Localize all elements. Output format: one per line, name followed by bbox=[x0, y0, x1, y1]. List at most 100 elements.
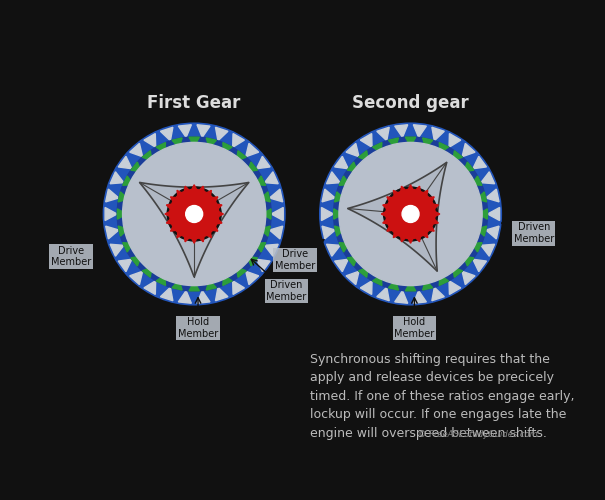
Polygon shape bbox=[471, 242, 482, 252]
Polygon shape bbox=[233, 280, 244, 294]
Text: Drive
Member: Drive Member bbox=[275, 250, 315, 271]
Polygon shape bbox=[423, 190, 428, 196]
Polygon shape bbox=[271, 208, 283, 220]
Polygon shape bbox=[359, 150, 368, 161]
Polygon shape bbox=[473, 260, 486, 272]
Text: Hold
Member: Hold Member bbox=[394, 317, 434, 339]
Polygon shape bbox=[405, 282, 416, 291]
Polygon shape bbox=[408, 238, 413, 244]
Circle shape bbox=[123, 142, 266, 286]
Polygon shape bbox=[453, 267, 462, 278]
Polygon shape bbox=[453, 150, 462, 161]
Polygon shape bbox=[327, 172, 340, 184]
Circle shape bbox=[103, 123, 285, 305]
Polygon shape bbox=[361, 280, 372, 294]
Circle shape bbox=[117, 137, 271, 291]
Polygon shape bbox=[200, 236, 204, 242]
Polygon shape bbox=[462, 144, 475, 157]
Polygon shape bbox=[429, 197, 434, 202]
Polygon shape bbox=[257, 260, 270, 272]
Text: Second gear: Second gear bbox=[352, 94, 469, 112]
Polygon shape bbox=[129, 144, 143, 157]
Polygon shape bbox=[247, 256, 258, 266]
Polygon shape bbox=[473, 156, 486, 168]
Polygon shape bbox=[462, 271, 475, 284]
Polygon shape bbox=[429, 226, 434, 231]
Polygon shape bbox=[413, 124, 427, 138]
Polygon shape bbox=[347, 162, 358, 172]
Polygon shape bbox=[206, 138, 217, 148]
Polygon shape bbox=[219, 212, 223, 216]
Polygon shape bbox=[373, 142, 382, 153]
Polygon shape bbox=[387, 226, 392, 231]
Polygon shape bbox=[401, 186, 405, 192]
Polygon shape bbox=[257, 156, 270, 168]
Polygon shape bbox=[322, 189, 335, 202]
Polygon shape bbox=[393, 232, 398, 237]
Polygon shape bbox=[339, 242, 350, 252]
Polygon shape bbox=[144, 134, 155, 147]
Polygon shape bbox=[432, 287, 444, 300]
Text: Hold
Member: Hold Member bbox=[178, 317, 218, 339]
Polygon shape bbox=[387, 197, 392, 202]
Polygon shape bbox=[394, 290, 408, 304]
Polygon shape bbox=[416, 186, 420, 192]
Polygon shape bbox=[439, 142, 448, 153]
Polygon shape bbox=[413, 290, 427, 304]
Polygon shape bbox=[383, 220, 388, 224]
Polygon shape bbox=[171, 197, 175, 202]
Polygon shape bbox=[215, 128, 228, 141]
Polygon shape bbox=[432, 128, 444, 141]
Polygon shape bbox=[381, 212, 386, 216]
Polygon shape bbox=[335, 192, 344, 202]
Polygon shape bbox=[393, 190, 398, 196]
Polygon shape bbox=[118, 226, 128, 236]
Polygon shape bbox=[346, 144, 359, 157]
Polygon shape bbox=[335, 226, 344, 236]
Polygon shape bbox=[185, 236, 189, 242]
Text: First Gear: First Gear bbox=[148, 94, 241, 112]
Polygon shape bbox=[207, 190, 211, 196]
Circle shape bbox=[169, 190, 219, 238]
Polygon shape bbox=[383, 204, 388, 208]
Polygon shape bbox=[166, 220, 172, 224]
Polygon shape bbox=[408, 184, 413, 190]
Polygon shape bbox=[110, 172, 124, 184]
Polygon shape bbox=[206, 280, 217, 290]
Polygon shape bbox=[213, 197, 218, 202]
Polygon shape bbox=[156, 142, 166, 153]
Polygon shape bbox=[172, 280, 182, 290]
Polygon shape bbox=[260, 226, 270, 236]
Polygon shape bbox=[197, 290, 210, 304]
Polygon shape bbox=[118, 192, 128, 202]
Circle shape bbox=[319, 123, 502, 305]
Polygon shape bbox=[481, 244, 494, 256]
Polygon shape bbox=[481, 172, 494, 184]
Circle shape bbox=[384, 187, 437, 241]
Polygon shape bbox=[178, 124, 191, 138]
Polygon shape bbox=[223, 142, 232, 153]
Polygon shape bbox=[423, 138, 433, 148]
Circle shape bbox=[402, 206, 419, 222]
Polygon shape bbox=[131, 162, 141, 172]
Polygon shape bbox=[377, 128, 389, 141]
Polygon shape bbox=[486, 189, 499, 202]
Polygon shape bbox=[118, 260, 132, 272]
Polygon shape bbox=[185, 186, 189, 192]
Polygon shape bbox=[246, 271, 259, 284]
Polygon shape bbox=[142, 150, 152, 161]
Polygon shape bbox=[435, 212, 440, 216]
Polygon shape bbox=[140, 182, 249, 277]
Polygon shape bbox=[401, 236, 405, 242]
Polygon shape bbox=[156, 275, 166, 285]
Polygon shape bbox=[264, 244, 278, 256]
Polygon shape bbox=[359, 267, 368, 278]
Polygon shape bbox=[339, 176, 350, 186]
Polygon shape bbox=[405, 137, 416, 146]
Polygon shape bbox=[217, 204, 222, 208]
Polygon shape bbox=[433, 220, 439, 224]
Polygon shape bbox=[237, 267, 246, 278]
Polygon shape bbox=[255, 176, 266, 186]
Polygon shape bbox=[260, 192, 270, 202]
Polygon shape bbox=[423, 280, 433, 290]
